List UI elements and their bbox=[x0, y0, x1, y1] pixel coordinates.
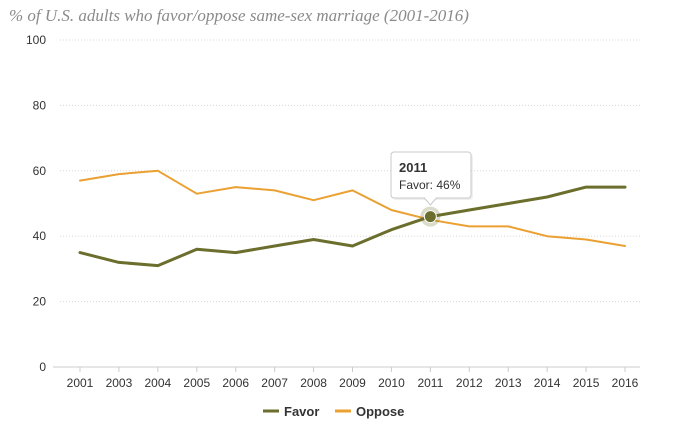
x-tick-label: 2012 bbox=[456, 376, 483, 390]
y-tick-label: 0 bbox=[39, 360, 46, 374]
x-tick-label: 2014 bbox=[534, 376, 561, 390]
x-tick-label: 2005 bbox=[183, 376, 210, 390]
y-axis: 0 20 40 60 80 100 bbox=[26, 33, 46, 374]
x-tick-label: 2003 bbox=[106, 376, 133, 390]
y-tick-label: 80 bbox=[33, 98, 47, 112]
tooltip-value: Favor: 46% bbox=[399, 178, 461, 192]
series-line-oppose bbox=[79, 169, 626, 247]
chart-title: % of U.S. adults who favor/oppose same-s… bbox=[9, 6, 469, 25]
x-tick-label: 2009 bbox=[339, 376, 366, 390]
x-tick-label: 2015 bbox=[573, 376, 600, 390]
x-tick-label: 2001 bbox=[67, 376, 94, 390]
x-tick-label: 2011 bbox=[417, 376, 443, 390]
series-line-favor bbox=[78, 185, 627, 268]
legend-label-oppose: Oppose bbox=[356, 404, 404, 419]
y-tick-label: 40 bbox=[33, 229, 47, 243]
y-tick-label: 60 bbox=[33, 164, 47, 178]
x-tick-label: 2016 bbox=[612, 376, 639, 390]
x-tick-label: 2008 bbox=[300, 376, 327, 390]
legend: Favor Oppose bbox=[263, 404, 404, 419]
x-tick-label: 2013 bbox=[495, 376, 522, 390]
y-tick-label: 100 bbox=[26, 33, 46, 47]
tooltip: 2011 Favor: 46% bbox=[390, 151, 473, 206]
hover-marker-layer bbox=[420, 206, 441, 227]
x-axis: 2001 2003 2004 2005 2006 2007 2008 2009 2010 2011… bbox=[67, 367, 639, 390]
series-lines bbox=[78, 169, 627, 268]
x-tick-label: 2006 bbox=[222, 376, 249, 390]
tooltip-year: 2011 bbox=[399, 160, 427, 175]
tooltip-pointer bbox=[423, 197, 437, 206]
x-tick-label: 2010 bbox=[378, 376, 405, 390]
legend-label-favor: Favor bbox=[284, 404, 319, 419]
y-tick-label: 20 bbox=[33, 295, 47, 309]
hover-point bbox=[423, 210, 437, 224]
x-tick-label: 2007 bbox=[261, 376, 288, 390]
x-tick-label: 2004 bbox=[145, 376, 172, 390]
